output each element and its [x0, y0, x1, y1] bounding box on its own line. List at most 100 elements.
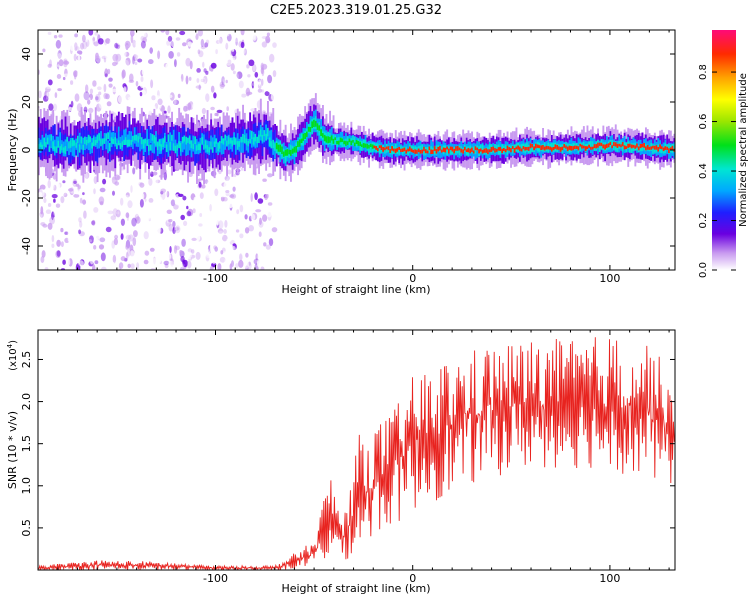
spectrogram-cell: [598, 143, 601, 152]
spectrogram-cell: [535, 143, 537, 149]
spectrogram-cell: [135, 50, 141, 59]
spectrogram-cell: [243, 135, 246, 144]
spectrogram-cell: [152, 204, 159, 214]
spectrogram-cell: [82, 40, 88, 50]
spectrogram-cell: [42, 48, 46, 53]
spectrogram-cell: [561, 146, 564, 151]
spectrogram-cell: [114, 260, 121, 265]
spectrogram-cell: [158, 255, 164, 260]
spectrogram-cell: [121, 38, 125, 44]
spectrogram-cell: [117, 140, 120, 146]
spectrogram-cell: [110, 137, 113, 144]
colorbar-tick-label: 0.6: [698, 114, 709, 130]
spectrogram-cell: [378, 144, 381, 154]
spectrogram-cell: [62, 259, 66, 265]
spectrogram-cell: [66, 258, 71, 266]
spectrogram-cell: [224, 220, 228, 228]
spectrogram-cell: [103, 57, 107, 63]
spectrogram-cell: [230, 63, 235, 71]
spectrogram-cell: [55, 136, 58, 153]
spectrogram-cell: [330, 135, 333, 146]
spectrogram-cell: [282, 151, 285, 157]
spectrogram-cell: [267, 173, 273, 178]
spectrogram-cell: [73, 38, 78, 42]
spectrogram-cell: [74, 33, 78, 38]
spectrogram-cell: [239, 253, 243, 261]
spectrogram-cell: [178, 193, 184, 197]
spectrogram-cell: [79, 220, 83, 228]
spectrogram-cell: [456, 145, 459, 151]
spectrogram-cell: [39, 188, 45, 198]
spectrogram-cell: [627, 143, 630, 148]
spectrogram-cell: [572, 146, 575, 151]
spectrogram-cell: [398, 147, 401, 150]
spectrogram-cell: [115, 249, 121, 254]
spectrogram-cell: [238, 80, 244, 89]
spectrogram-cell: [57, 39, 62, 49]
spectrogram-cell: [207, 235, 213, 240]
spectrogram-cell: [253, 183, 259, 189]
spectrogram-cell: [47, 63, 53, 68]
spectrogram-cell: [132, 54, 138, 62]
spectrogram-cell: [68, 188, 74, 192]
spectrogram-cell: [108, 83, 113, 88]
spectrogram-cell: [504, 149, 507, 153]
spectrogram-cell: [47, 68, 53, 77]
spectrogram-cell: [270, 92, 275, 101]
spectrogram-cell: [165, 225, 169, 229]
spectrogram-cell: [144, 139, 147, 152]
spectrogram-cell: [151, 138, 154, 153]
snr-panel: -100 0 100 0.5 1.0 1.5 2.0 2.5 Height of straig…: [6, 329, 676, 595]
y-tick-label: 40: [20, 47, 33, 61]
snr-scale-label: (x10: [8, 348, 19, 371]
spectrogram-cell: [533, 146, 536, 151]
spectrogram-cell: [233, 137, 236, 145]
colorbar-tick-label: 0.0: [698, 262, 709, 278]
spectrogram-cell: [186, 205, 189, 210]
spectrogram-cell: [334, 135, 337, 145]
spectrogram-cell: [458, 147, 461, 151]
spectrogram-cell: [151, 134, 154, 141]
spectrogram-cell: [93, 249, 99, 258]
spectrogram-cell: [135, 178, 140, 186]
spectrogram-cell: [115, 209, 121, 218]
spectrogram-cell: [42, 38, 46, 42]
spectrogram-cell: [582, 142, 585, 149]
spectrogram-cell: [164, 136, 166, 143]
spectrogram-cell: [167, 35, 173, 42]
spectrogram-cell: [110, 70, 117, 76]
spectrogram-cell: [213, 141, 216, 148]
spectrogram-cell: [645, 146, 647, 151]
spectrogram-cell: [268, 137, 271, 146]
spectrogram-cell: [204, 140, 207, 149]
spectrogram-cell: [277, 144, 280, 152]
spectrogram-cell: [127, 247, 131, 257]
spectrogram-cell: [554, 144, 557, 149]
spectrogram-cell: [485, 148, 488, 153]
spectrogram-cell: [129, 178, 135, 182]
spectrogram-cell: [513, 144, 516, 152]
spectrogram-cell: [465, 149, 468, 152]
spectrogram-cell: [78, 217, 82, 223]
spectrogram-cell: [252, 82, 258, 87]
spectrogram-cell: [198, 254, 203, 261]
spectrogram-cell: [637, 146, 640, 151]
spectrogram-cell: [59, 132, 62, 149]
spectrogram-cell: [166, 214, 170, 224]
spectrogram-cell: [135, 69, 141, 78]
spectrogram-cell: [115, 63, 122, 70]
spectrogram-cell: [246, 91, 253, 96]
spectrogram-cell: [508, 147, 511, 151]
spectrogram-cell: [180, 143, 182, 152]
spectrogram-cell: [269, 53, 275, 63]
spectrogram-cell: [142, 242, 145, 247]
spectrogram-cell: [198, 50, 204, 58]
spectrogram-cell: [109, 130, 111, 142]
spectrogram-cell: [107, 68, 111, 75]
spectrogram-cell: [60, 227, 64, 233]
spectrogram-cell: [357, 141, 360, 146]
spectrogram-cell: [673, 144, 675, 152]
spectrogram-cell: [67, 87, 73, 94]
spectrogram-cell: [38, 262, 41, 270]
spectrogram-cells: [38, 30, 675, 270]
